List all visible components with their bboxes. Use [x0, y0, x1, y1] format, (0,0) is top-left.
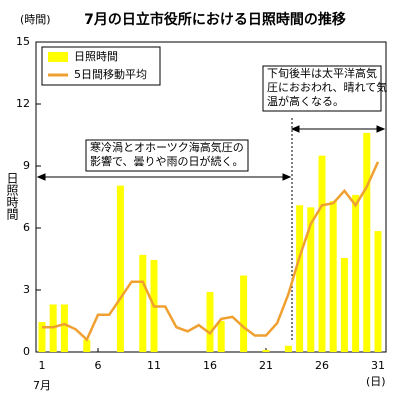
bar [38, 322, 46, 352]
y-tick-label: 9 [23, 159, 30, 172]
annotation-text: 下旬後半は太平洋高気 [267, 66, 377, 80]
bar [139, 254, 147, 352]
x-tick-label: 16 [203, 359, 217, 372]
x-tick-label: 11 [147, 359, 161, 372]
annotation-text: 影響で、曇りや雨の日が続く。 [90, 154, 244, 168]
y-tick-label: 0 [23, 345, 30, 358]
bar [206, 292, 214, 352]
y-tick-label: 6 [23, 221, 30, 234]
annotation-text: 寒冷渦とオホーツク海高気圧の [90, 140, 244, 154]
line [42, 161, 380, 342]
bar [329, 201, 337, 352]
bar [318, 155, 326, 352]
x-tick-label: 26 [315, 359, 329, 372]
legend-label: 5日間移動平均 [74, 67, 147, 81]
bar [60, 304, 68, 352]
bar [284, 345, 292, 352]
y-tick-label: 3 [23, 283, 30, 296]
x-axis-label: 7月 [33, 379, 51, 392]
annotation-arrow [36, 118, 386, 340]
x-tick-label: 31 [371, 359, 385, 372]
legend-label: 日照時間 [74, 50, 118, 63]
bar [262, 349, 270, 352]
bar [374, 231, 382, 352]
bar [352, 194, 360, 352]
annotation-text: 温が高くなる。 [267, 94, 344, 108]
y-tick-label: 12 [16, 97, 30, 110]
y-axis-label: 日照時間 [5, 172, 19, 220]
x-unit: (日) [366, 375, 386, 388]
annotation-text: 圧におおわれ、晴れて気 [267, 80, 387, 94]
bar [307, 207, 315, 352]
bar [363, 132, 371, 352]
bar [83, 339, 91, 352]
annotation-box [262, 65, 382, 112]
legend-swatch [48, 52, 68, 62]
y-tick-label: 15 [16, 35, 30, 48]
bar [116, 185, 124, 352]
bar [240, 275, 248, 352]
annotation-box [85, 139, 249, 172]
x-tick-label: 1 [39, 359, 46, 372]
bar [296, 205, 304, 352]
chart-title: 7月の日立市役所における日照時間の推移 [84, 11, 346, 28]
y-unit: (時間) [20, 13, 51, 26]
bar [340, 257, 348, 352]
x-tick-label: 21 [259, 359, 273, 372]
bar [217, 321, 225, 352]
x-tick-label: 6 [95, 359, 102, 372]
